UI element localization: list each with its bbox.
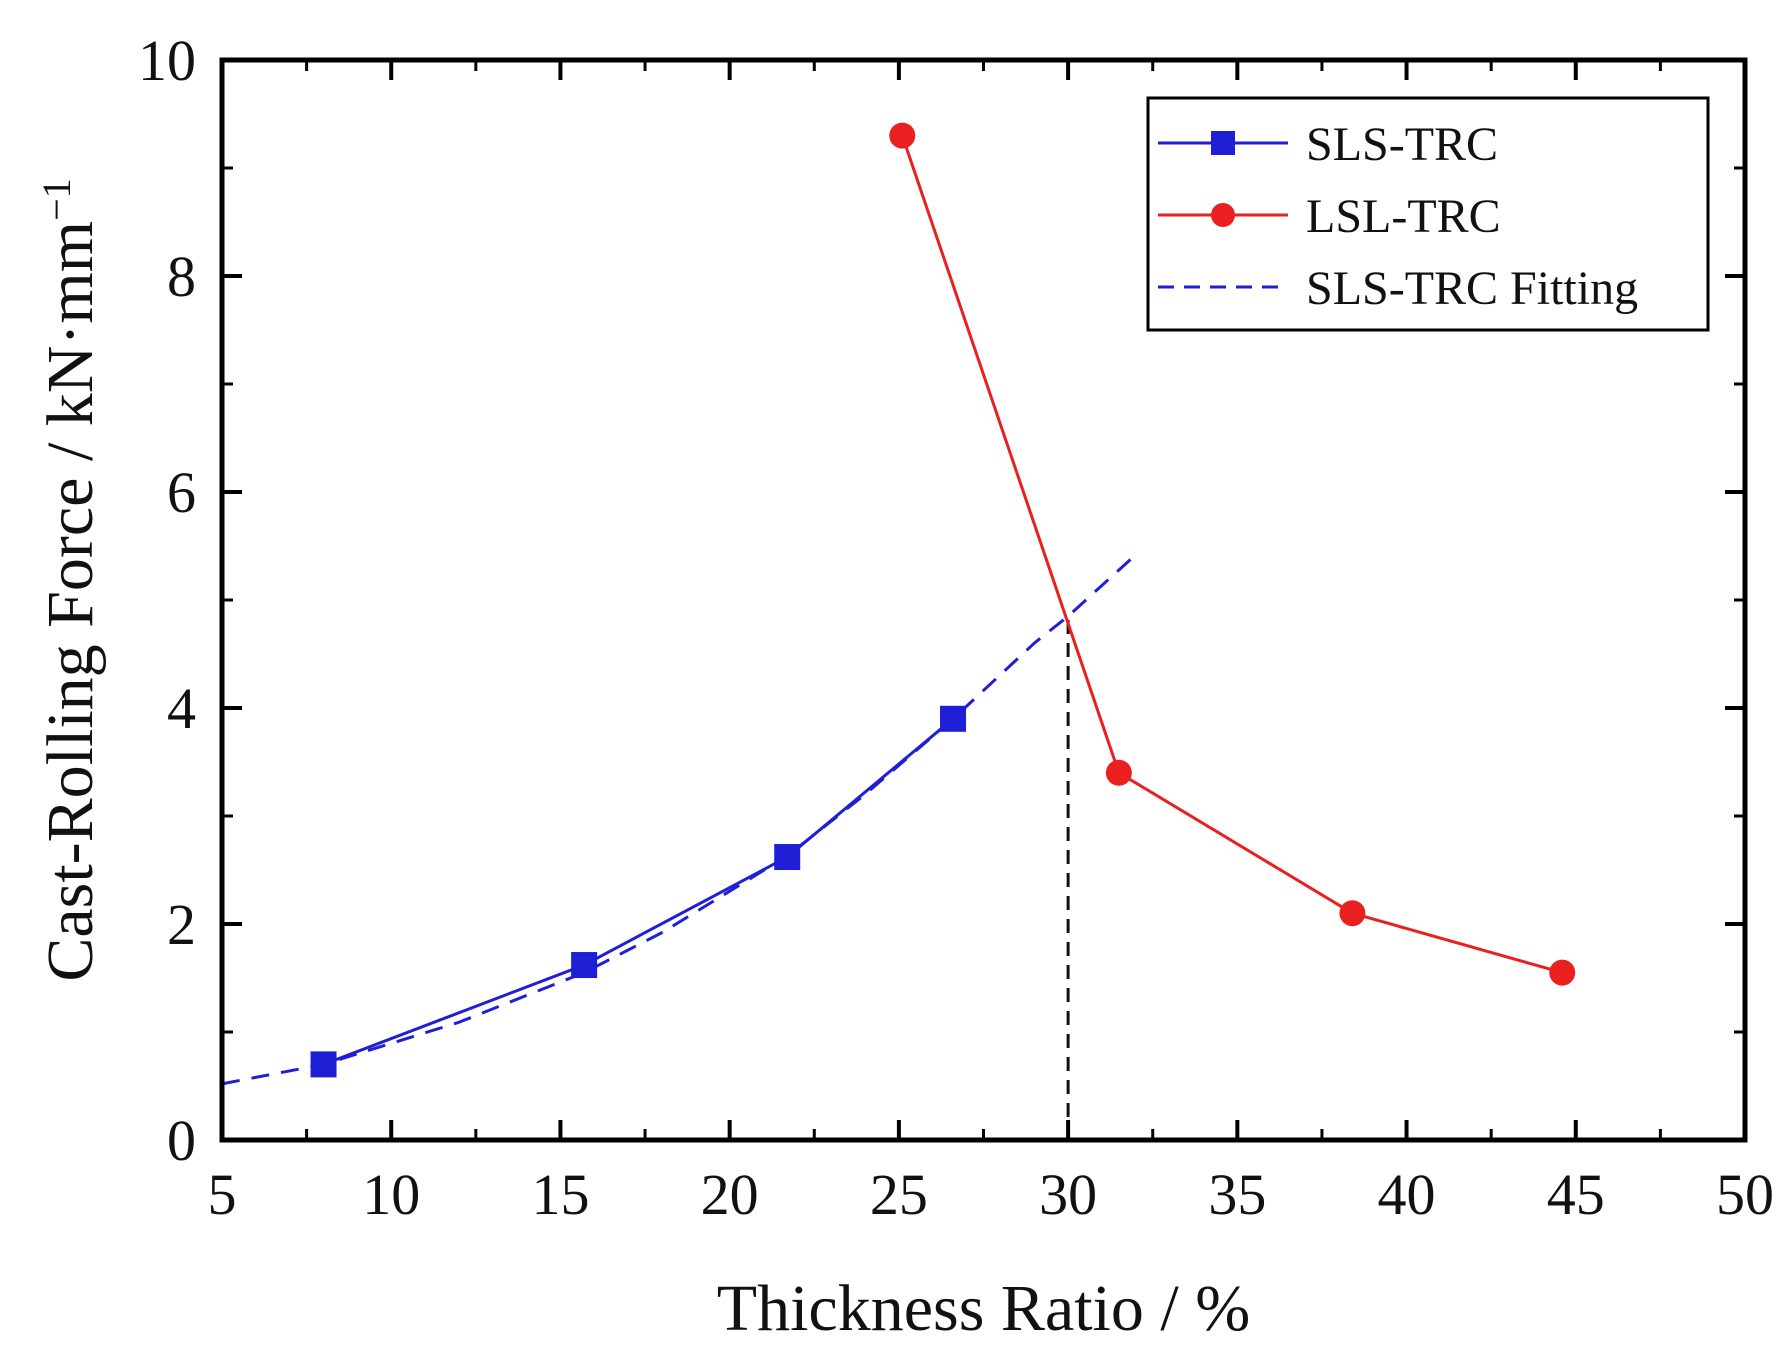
y-tick-label: 0 [167,1108,196,1173]
y-axis-title: Cast-Rolling Force / kN·mm−1 [34,178,107,981]
data-point-lsl-trc-3 [1549,959,1576,986]
series-line-sls-trc-fitting [221,553,1137,1086]
x-tick-label: 40 [1378,1162,1436,1227]
x-tick-label: 25 [870,1162,928,1227]
x-tick-label: 20 [701,1162,759,1227]
data-point-lsl-trc-1 [1105,759,1132,786]
series-line-lsl-trc [900,135,1563,975]
y-axis-title-main: Cast-Rolling Force / kN·mm [34,221,107,982]
axes-layer: 5 10 15 20 25 30 35 40 45 50 0 2 4 6 8 10 [138,28,1774,1227]
legend-marker-lsl-trc [1211,203,1235,227]
series-line-sls-trc [322,717,955,1066]
x-tick-label: 10 [362,1162,420,1227]
data-point-lsl-trc-2 [1339,900,1366,927]
data-point-sls-trc-1 [571,952,598,979]
y-tick-label: 2 [167,892,196,957]
legend-label-lsl-trc: LSL-TRC [1306,190,1501,243]
y-tick-label: 4 [167,676,196,741]
x-tick-label: 15 [531,1162,589,1227]
legend-marker-sls-trc [1211,131,1235,155]
x-tick-label: 35 [1208,1162,1266,1227]
x-tick-label: 5 [208,1162,237,1227]
legend-label-sls-trc: SLS-TRC [1306,118,1498,171]
y-tick-label: 8 [167,244,196,309]
plot-layer [221,122,1576,1140]
x-tick-label: 30 [1039,1162,1097,1227]
x-tick-label: 45 [1547,1162,1605,1227]
y-axis-title-superscript: −1 [34,178,79,221]
x-axis-title: Thickness Ratio / % [717,1272,1250,1345]
legend-label-sls-trc-fitting: SLS-TRC Fitting [1306,262,1638,315]
y-tick-label: 6 [167,460,196,525]
y-tick-label: 10 [138,28,196,93]
x-tick-label: 50 [1716,1162,1774,1227]
data-point-lsl-trc-0 [889,122,916,149]
legend: SLS-TRC LSL-TRC SLS-TRC Fitting [1146,96,1710,332]
